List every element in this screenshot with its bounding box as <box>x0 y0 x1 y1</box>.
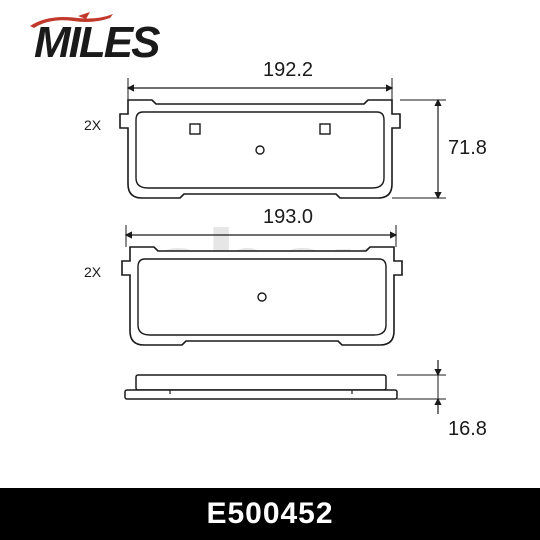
dim-thickness <box>397 360 446 414</box>
top-pad-drawing <box>120 100 400 198</box>
bottom-pad-drawing <box>122 247 402 345</box>
dim-top-width <box>128 78 392 100</box>
technical-diagram <box>40 70 500 460</box>
dim-bottom-width <box>126 225 396 247</box>
brand-logo: MILES <box>34 18 158 68</box>
part-number: E500452 <box>0 488 540 540</box>
side-view-drawing <box>125 375 397 399</box>
